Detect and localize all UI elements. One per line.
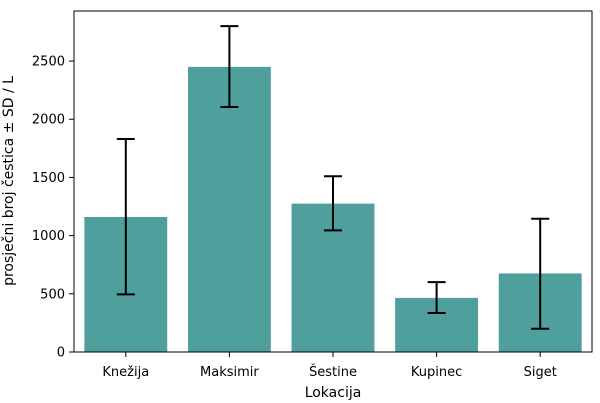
error-bar — [531, 217, 550, 330]
y-axis-title: prosječni broj čestica ± SD / L — [1, 76, 17, 286]
x-tick-label: Knežija — [102, 365, 149, 380]
bar — [187, 66, 271, 353]
y-ticks-group: 0 500 1000 1500 2000 2500 — [32, 55, 74, 361]
y-tick-label: 1500 — [32, 171, 65, 186]
y-tick-label: 500 — [40, 287, 65, 302]
error-bar — [116, 138, 135, 296]
x-axis-title: Lokacija — [305, 385, 362, 401]
y-tick-label: 2500 — [32, 55, 65, 70]
y-tick-label: 0 — [57, 346, 65, 361]
error-bar — [220, 25, 239, 109]
error-bar — [324, 175, 342, 232]
error-bars-group — [116, 25, 550, 330]
error-bar — [427, 281, 446, 315]
y-tick-label: 2000 — [32, 113, 65, 128]
x-tick-label: Šestine — [309, 364, 357, 380]
x-tick-label: Maksimir — [200, 365, 259, 380]
x-tick-label: Siget — [524, 365, 557, 380]
x-ticks-group: Knežija Maksimir Šestine Kupinec Siget — [102, 352, 557, 380]
y-tick-label: 1000 — [32, 229, 65, 244]
x-tick-label: Kupinec — [411, 365, 462, 380]
